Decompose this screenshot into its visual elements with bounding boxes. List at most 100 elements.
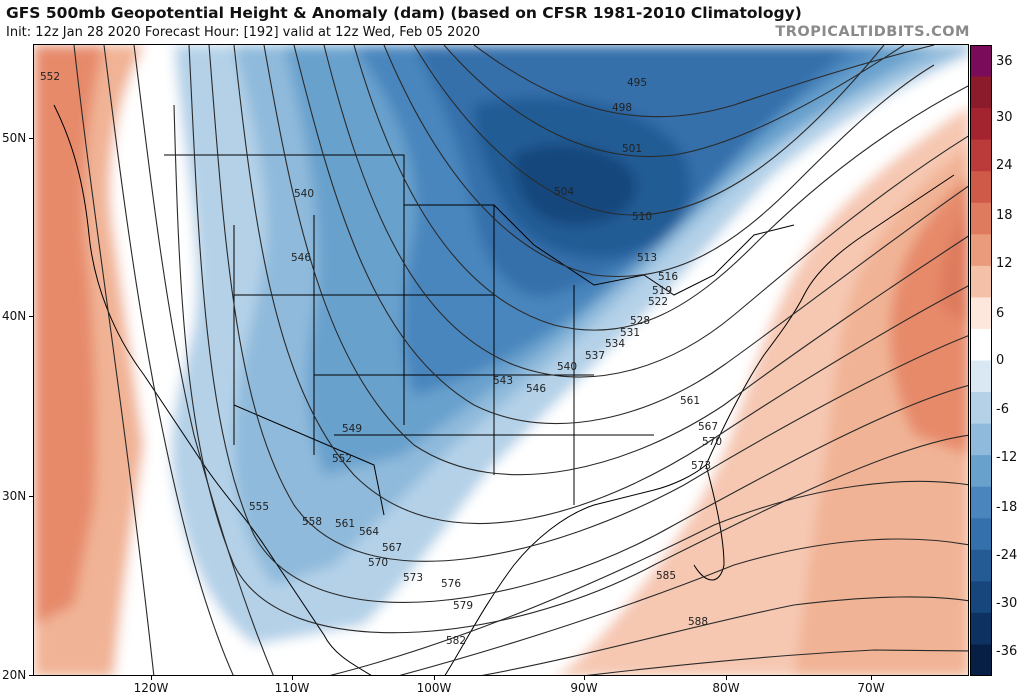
colorbar-swatch (970, 549, 992, 582)
colorbar-swatch (970, 328, 992, 362)
contour-label: 504 (554, 186, 574, 198)
lon-label: 110W (274, 681, 310, 695)
contour-label: 561 (680, 395, 700, 407)
colorbar-tick: 6 (996, 306, 1005, 321)
colorbar-tick: 12 (996, 256, 1013, 271)
contour-label: 513 (637, 252, 657, 264)
contour-label: 531 (620, 327, 640, 339)
colorbar-swatch (970, 581, 992, 614)
colorbar-swatch (970, 360, 992, 393)
forecast-info: Init: 12z Jan 28 2020 Forecast Hour: [19… (6, 25, 481, 40)
lat-tick (29, 675, 33, 676)
contour-label: 579 (453, 600, 473, 612)
contour-label: 558 (302, 516, 322, 528)
contour-label: 546 (291, 252, 311, 264)
colorbar-tick: 30 (996, 110, 1013, 125)
colorbar-swatch (970, 234, 992, 267)
colorbar-swatch (970, 171, 992, 204)
contour-label: 540 (557, 361, 577, 373)
contour-label: 528 (630, 315, 650, 327)
colorbar-swatch (970, 76, 992, 109)
contour-label: 522 (648, 296, 668, 308)
lon-label: 80W (712, 681, 740, 695)
lat-tick (29, 138, 33, 139)
lon-tick (726, 676, 727, 680)
colorbar-swatch (970, 486, 992, 519)
colorbar-tick: -18 (996, 500, 1018, 515)
contour-label: 543 (493, 375, 513, 387)
lon-tick (151, 676, 152, 680)
contour-label: 570 (702, 436, 722, 448)
colorbar-swatch (970, 518, 992, 551)
contour-label: 573 (403, 572, 423, 584)
contour-label: 573 (691, 460, 711, 472)
contour-label: 555 (249, 501, 269, 513)
colorbar-swatch (970, 392, 992, 425)
contour-label: 549 (342, 423, 362, 435)
anomaly-shading (34, 45, 968, 675)
contour-label: 588 (688, 616, 708, 628)
lon-label: 70W (857, 681, 885, 695)
contour-label: 570 (368, 557, 388, 569)
contour-label: 561 (335, 518, 355, 530)
colorbar-tick: 18 (996, 208, 1013, 223)
contour-label: 564 (359, 526, 379, 538)
map-panel: 552 495 498 501 504 510 513 516 519 522 … (33, 44, 969, 676)
lon-tick (871, 676, 872, 680)
contour-labels: 552 495 498 501 504 510 513 516 519 522 … (40, 71, 722, 647)
colorbar-swatch (970, 644, 992, 676)
height-contours (73, 45, 968, 675)
contour-label: 534 (605, 338, 625, 350)
colorbar-tick: -6 (996, 402, 1009, 417)
contour-label: 546 (526, 383, 546, 395)
contour-label: 576 (441, 578, 461, 590)
lon-label: 90W (570, 681, 598, 695)
contour-label: 498 (612, 102, 632, 114)
lon-label: 100W (416, 681, 452, 695)
contour-label: 540 (294, 188, 314, 200)
contour-label: 510 (632, 211, 652, 223)
lat-tick (29, 496, 33, 497)
colorbar-tick: 36 (996, 54, 1013, 69)
contour-label: 516 (658, 271, 678, 283)
brand-watermark[interactable]: TROPICALTIDBITS.COM (775, 24, 970, 40)
contour-label: 537 (585, 350, 605, 362)
colorbar-tick: -36 (996, 644, 1018, 659)
colorbar-swatch (970, 455, 992, 488)
colorbar-swatch (970, 45, 992, 78)
colorbar-tick: -24 (996, 548, 1018, 563)
colorbar-swatch (970, 423, 992, 456)
contour-label: 495 (627, 77, 647, 89)
contour-label: 585 (656, 570, 676, 582)
coastlines (53, 104, 955, 675)
map-canvas: 552 495 498 501 504 510 513 516 519 522 … (34, 45, 968, 675)
colorbar-tick: -30 (996, 596, 1018, 611)
colorbar-tick: 0 (996, 353, 1005, 368)
contour-label: 519 (652, 285, 672, 297)
colorbar-swatch (970, 108, 992, 141)
colorbar-border (970, 45, 992, 676)
colorbar-swatch (970, 202, 992, 235)
lon-tick (292, 676, 293, 680)
contour-label: 582 (446, 635, 466, 647)
contour-label: 552 (332, 453, 352, 465)
colorbar-tick: -12 (996, 450, 1018, 465)
contour-label: 567 (382, 542, 402, 554)
lat-label: 50N (2, 131, 27, 145)
lat-tick (29, 316, 33, 317)
lat-label: 40N (2, 309, 27, 323)
colorbar-swatch (970, 612, 992, 646)
chart-title: GFS 500mb Geopotential Height & Anomaly … (6, 4, 802, 22)
colorbar-swatch (970, 265, 992, 298)
contour-label: 552 (40, 71, 60, 83)
lat-label: 20N (2, 668, 27, 682)
lon-label: 120W (133, 681, 169, 695)
colorbar-swatch (970, 139, 992, 172)
lon-tick (434, 676, 435, 680)
colorbar-tick: 24 (996, 158, 1013, 173)
contour-label: 567 (698, 421, 718, 433)
anomaly-colorbar (970, 45, 992, 676)
colorbar-swatch (970, 297, 992, 330)
lat-label: 30N (2, 489, 27, 503)
lon-tick (584, 676, 585, 680)
